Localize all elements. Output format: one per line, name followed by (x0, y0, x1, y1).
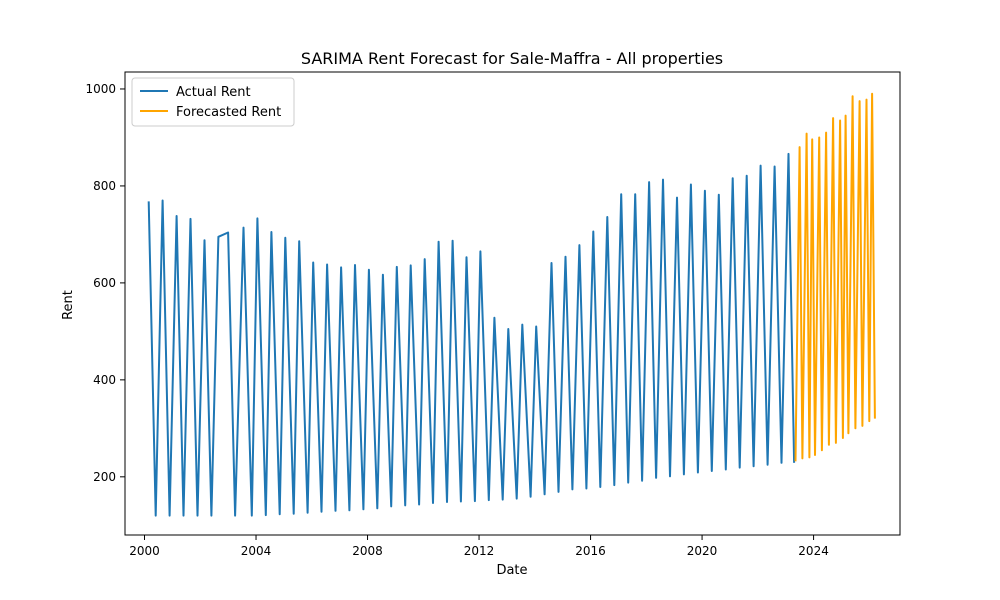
y-tick-label: 200 (93, 470, 116, 484)
chart-title: SARIMA Rent Forecast for Sale-Maffra - A… (301, 49, 723, 68)
x-tick-label: 2024 (798, 544, 829, 558)
y-axis-label: Rent (61, 290, 76, 320)
series-line-1 (794, 92, 876, 462)
y-tick-label: 400 (93, 373, 116, 387)
legend-label-actual: Actual Rent (176, 85, 251, 100)
x-axis-label: Date (496, 563, 527, 578)
x-tick-label: 2016 (575, 544, 606, 558)
y-tick-label: 800 (93, 179, 116, 193)
plot-area (124, 71, 901, 536)
y-tick-label: 1000 (85, 82, 116, 96)
x-tick-label: 2012 (464, 544, 495, 558)
legend-label-forecast: Forecasted Rent (176, 105, 281, 120)
x-tick-label: 2004 (241, 544, 272, 558)
plot-frame (124, 71, 901, 536)
x-tick-label: 2008 (352, 544, 383, 558)
series-line-0 (147, 152, 796, 517)
x-tick-label: 2020 (687, 544, 718, 558)
legend-box (131, 77, 295, 127)
x-tick-label: 2000 (129, 544, 160, 558)
y-axis: 200 400 600 800 1000 (85, 82, 125, 484)
legend: Actual Rent Forecasted Rent (131, 77, 295, 127)
x-axis: 2000 2004 2008 2012 2016 2020 2024 (129, 535, 829, 558)
y-tick-label: 600 (93, 276, 116, 290)
